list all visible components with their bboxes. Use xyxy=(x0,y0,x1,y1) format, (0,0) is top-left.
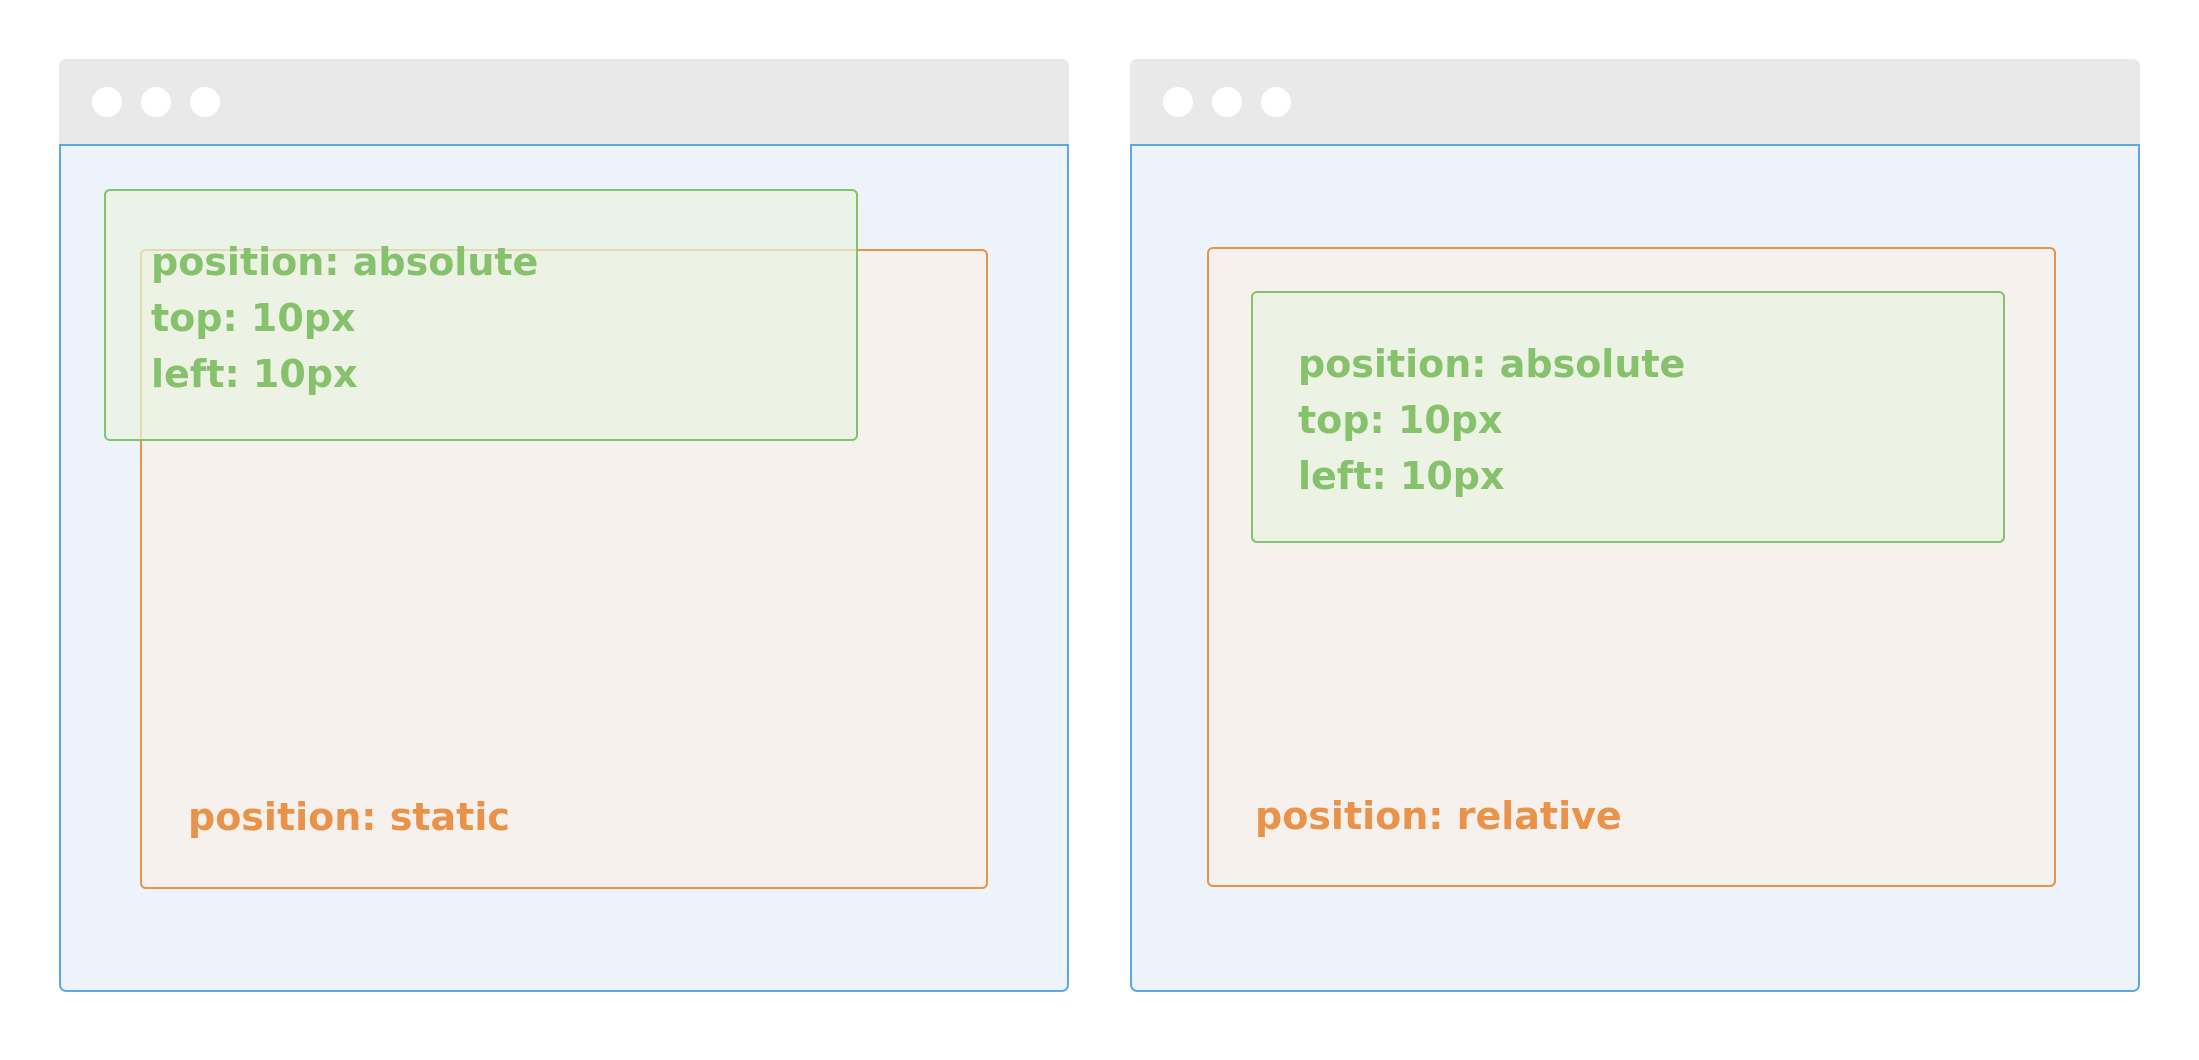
absolute-child-box xyxy=(1251,291,2005,543)
child-position-label: position: absolute xyxy=(1298,342,1686,386)
child-top-label: top: 10px xyxy=(1298,398,1503,442)
window-dot-icon xyxy=(1261,87,1291,117)
child-left-label: left: 10px xyxy=(1298,454,1505,498)
window-dot-icon xyxy=(92,87,122,117)
browser-window-relative: position: relative position: absolute to… xyxy=(1130,59,2140,992)
child-position-label: position: absolute xyxy=(151,240,539,284)
child-top-label: top: 10px xyxy=(151,296,356,340)
window-dot-icon xyxy=(1212,87,1242,117)
static-parent-label: position: static xyxy=(188,795,510,839)
absolute-child-box xyxy=(104,189,858,441)
child-left-label: left: 10px xyxy=(151,352,358,396)
window-titlebar xyxy=(59,59,1069,144)
window-dot-icon xyxy=(1163,87,1193,117)
window-dot-icon xyxy=(141,87,171,117)
relative-parent-label: position: relative xyxy=(1255,794,1622,838)
window-titlebar xyxy=(1130,59,2140,144)
window-dot-icon xyxy=(190,87,220,117)
browser-window-static: position: static position: absolute top:… xyxy=(59,59,1069,992)
